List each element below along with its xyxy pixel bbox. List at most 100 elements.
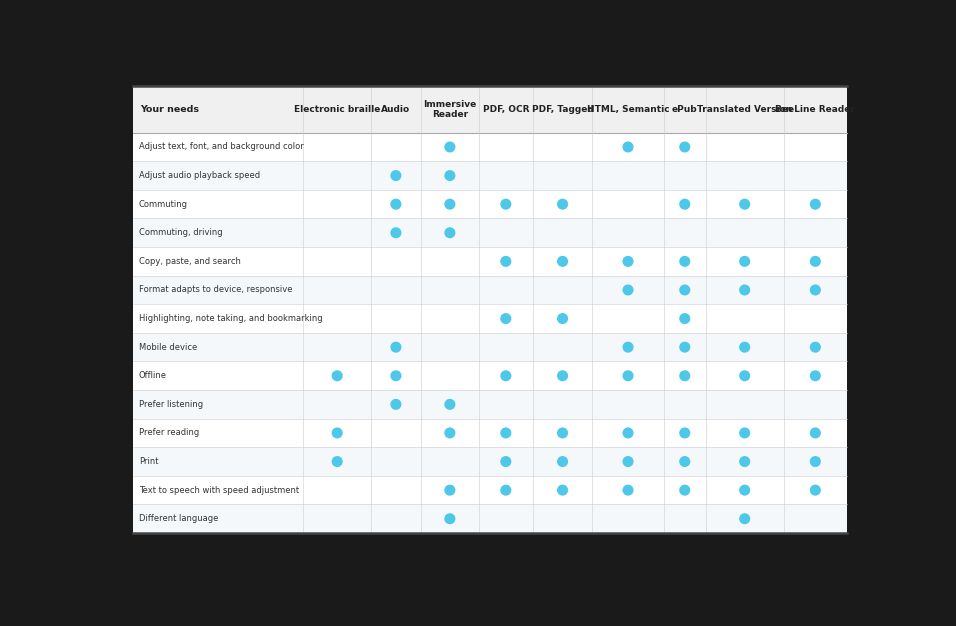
Text: Adjust text, font, and background color: Adjust text, font, and background color [139, 143, 303, 151]
Ellipse shape [679, 342, 690, 352]
Text: Prefer reading: Prefer reading [139, 428, 199, 438]
Ellipse shape [739, 256, 750, 267]
Text: Your needs: Your needs [141, 105, 199, 114]
Ellipse shape [810, 284, 821, 295]
Ellipse shape [500, 256, 511, 267]
Ellipse shape [557, 370, 568, 381]
Bar [133, 390, 847, 419]
Bar [133, 190, 847, 218]
Ellipse shape [739, 428, 750, 438]
Ellipse shape [445, 141, 455, 153]
Ellipse shape [390, 342, 402, 352]
Text: Electronic braille: Electronic braille [294, 105, 380, 114]
Bar [133, 333, 847, 361]
Ellipse shape [500, 485, 511, 496]
Text: Format adapts to device, responsive: Format adapts to device, responsive [139, 285, 293, 294]
Bar [133, 476, 847, 505]
Text: PDF, Tagged: PDF, Tagged [532, 105, 594, 114]
Ellipse shape [810, 456, 821, 467]
Ellipse shape [500, 313, 511, 324]
Text: ePub: ePub [672, 105, 698, 114]
Ellipse shape [557, 456, 568, 467]
Ellipse shape [679, 198, 690, 210]
Ellipse shape [810, 428, 821, 438]
Text: Audio: Audio [381, 105, 410, 114]
Ellipse shape [622, 342, 634, 352]
Ellipse shape [739, 456, 750, 467]
Bar [133, 247, 847, 275]
Ellipse shape [445, 198, 455, 210]
Text: Text to speech with speed adjustment: Text to speech with speed adjustment [139, 486, 299, 495]
Ellipse shape [679, 428, 690, 438]
Bar [133, 361, 847, 390]
Text: Translated Version: Translated Version [697, 105, 793, 114]
Ellipse shape [810, 370, 821, 381]
Ellipse shape [810, 485, 821, 496]
Ellipse shape [679, 370, 690, 381]
Ellipse shape [390, 399, 402, 410]
Bar [133, 275, 847, 304]
Ellipse shape [739, 342, 750, 352]
Ellipse shape [500, 370, 511, 381]
Ellipse shape [679, 141, 690, 153]
Ellipse shape [332, 428, 343, 438]
Text: HTML, Semantic: HTML, Semantic [587, 105, 669, 114]
Text: Commuting, driving: Commuting, driving [139, 228, 223, 237]
Text: BeeLine Reader: BeeLine Reader [775, 105, 856, 114]
Ellipse shape [390, 227, 402, 239]
Text: Immersive
Reader: Immersive Reader [424, 100, 476, 119]
Ellipse shape [622, 456, 634, 467]
Ellipse shape [622, 256, 634, 267]
Ellipse shape [500, 456, 511, 467]
Ellipse shape [622, 284, 634, 295]
Text: Different language: Different language [139, 514, 218, 523]
Text: PDF, OCR: PDF, OCR [483, 105, 529, 114]
Ellipse shape [622, 370, 634, 381]
Ellipse shape [390, 170, 402, 181]
Ellipse shape [557, 313, 568, 324]
Ellipse shape [679, 485, 690, 496]
Ellipse shape [445, 428, 455, 438]
Ellipse shape [739, 198, 750, 210]
Text: Print: Print [139, 457, 159, 466]
Bar [133, 86, 847, 133]
Text: Offline: Offline [139, 371, 166, 380]
Ellipse shape [557, 198, 568, 210]
Ellipse shape [739, 485, 750, 496]
Ellipse shape [390, 370, 402, 381]
Ellipse shape [557, 485, 568, 496]
Ellipse shape [622, 141, 634, 153]
Ellipse shape [332, 456, 343, 467]
Ellipse shape [679, 456, 690, 467]
Bar [133, 505, 847, 533]
Ellipse shape [679, 256, 690, 267]
Ellipse shape [810, 198, 821, 210]
Ellipse shape [332, 370, 343, 381]
Ellipse shape [557, 428, 568, 438]
Text: Adjust audio playback speed: Adjust audio playback speed [139, 171, 260, 180]
Bar [133, 162, 847, 190]
Ellipse shape [390, 198, 402, 210]
Ellipse shape [679, 284, 690, 295]
Text: Highlighting, note taking, and bookmarking: Highlighting, note taking, and bookmarki… [139, 314, 322, 323]
Text: Prefer listening: Prefer listening [139, 400, 203, 409]
Ellipse shape [679, 313, 690, 324]
Ellipse shape [445, 170, 455, 181]
Ellipse shape [445, 485, 455, 496]
Ellipse shape [500, 198, 511, 210]
Ellipse shape [445, 399, 455, 410]
Ellipse shape [557, 256, 568, 267]
Bar [133, 218, 847, 247]
Bar [133, 419, 847, 447]
Bar [133, 304, 847, 333]
Ellipse shape [739, 370, 750, 381]
Ellipse shape [622, 485, 634, 496]
Ellipse shape [739, 284, 750, 295]
Text: Copy, paste, and search: Copy, paste, and search [139, 257, 241, 266]
Ellipse shape [810, 256, 821, 267]
Text: Mobile device: Mobile device [139, 342, 197, 352]
Ellipse shape [445, 513, 455, 524]
Bar [133, 447, 847, 476]
Ellipse shape [500, 428, 511, 438]
Bar [133, 133, 847, 162]
